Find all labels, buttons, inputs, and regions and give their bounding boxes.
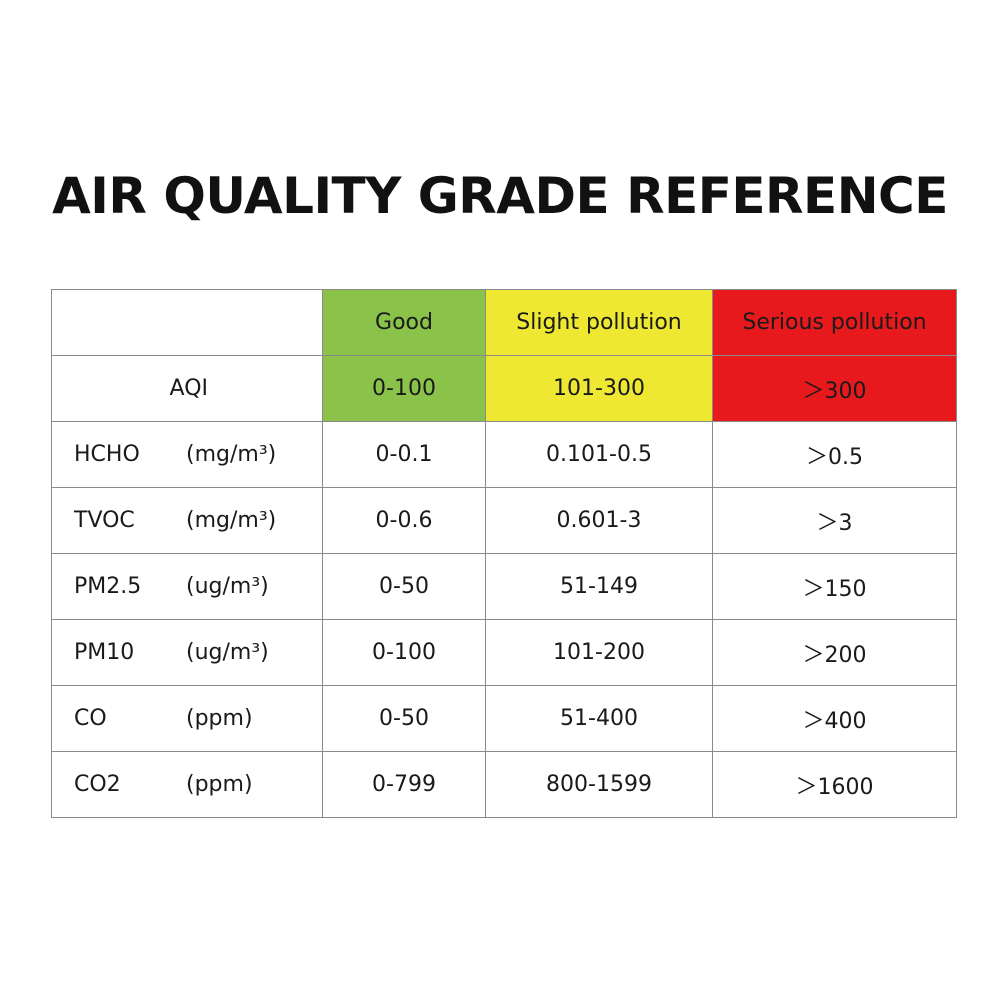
row-label: PM2.5 (ug/m³): [51, 553, 323, 620]
table-row: CO2 (ppm) 0-799 800-1599 ＞1600: [51, 751, 957, 818]
header-good: Good: [322, 289, 486, 356]
row-label: CO2 (ppm): [51, 751, 323, 818]
table-row: PM2.5 (ug/m³) 0-50 51-149 ＞150: [51, 553, 957, 620]
pollutant-name: CO2: [74, 772, 121, 797]
good-range: 0-50: [322, 685, 486, 752]
slight-range: 800-1599: [485, 751, 713, 818]
slight-range: 51-149: [485, 553, 713, 620]
slight-range: 0.101-0.5: [485, 421, 713, 488]
serious-range: ＞200: [712, 619, 957, 686]
serious-range: ＞1600: [712, 751, 957, 818]
serious-range: ＞150: [712, 553, 957, 620]
serious-range: ＞3: [712, 487, 957, 554]
pollutant-unit: (ug/m³): [186, 640, 269, 665]
pollutant-name: HCHO: [74, 442, 140, 467]
row-label: HCHO (mg/m³): [51, 421, 323, 488]
pollutant-unit: (ug/m³): [186, 574, 269, 599]
good-range: 0-0.1: [322, 421, 486, 488]
pollutant-name: PM10: [74, 640, 135, 665]
table-row: PM10 (ug/m³) 0-100 101-200 ＞200: [51, 619, 957, 686]
good-range: 0-0.6: [322, 487, 486, 554]
header-serious-pollution: Serious pollution: [712, 289, 957, 356]
page-title: AIR QUALITY GRADE REFERENCE: [52, 167, 948, 225]
row-label: TVOC (mg/m³): [51, 487, 323, 554]
aqi-slight-value: 101-300: [485, 355, 713, 422]
slight-range: 51-400: [485, 685, 713, 752]
aqi-label: AQI: [51, 355, 323, 422]
pollutant-name: TVOC: [74, 508, 135, 533]
table-row: CO (ppm) 0-50 51-400 ＞400: [51, 685, 957, 752]
aqi-row: AQI 0-100 101-300 ＞300: [51, 355, 957, 422]
pollutant-unit: (mg/m³): [186, 508, 277, 533]
slight-range: 0.601-3: [485, 487, 713, 554]
pollutant-name: PM2.5: [74, 574, 142, 599]
aqi-good-value: 0-100: [322, 355, 486, 422]
good-range: 0-50: [322, 553, 486, 620]
serious-range: ＞0.5: [712, 421, 957, 488]
air-quality-table: Good Slight pollution Serious pollution …: [51, 289, 957, 818]
pollutant-unit: (ppm): [186, 706, 253, 731]
good-range: 0-100: [322, 619, 486, 686]
slight-range: 101-200: [485, 619, 713, 686]
table-row: HCHO (mg/m³) 0-0.1 0.101-0.5 ＞0.5: [51, 421, 957, 488]
table-row: TVOC (mg/m³) 0-0.6 0.601-3 ＞3: [51, 487, 957, 554]
pollutant-unit: (ppm): [186, 772, 253, 797]
header-row: Good Slight pollution Serious pollution: [51, 289, 957, 356]
row-label: CO (ppm): [51, 685, 323, 752]
pollutant-unit: (mg/m³): [186, 442, 277, 467]
header-slight-pollution: Slight pollution: [485, 289, 713, 356]
good-range: 0-799: [322, 751, 486, 818]
serious-range: ＞400: [712, 685, 957, 752]
aqi-serious-value: ＞300: [712, 355, 957, 422]
header-empty-cell: [51, 289, 323, 356]
pollutant-name: CO: [74, 706, 107, 731]
row-label: PM10 (ug/m³): [51, 619, 323, 686]
